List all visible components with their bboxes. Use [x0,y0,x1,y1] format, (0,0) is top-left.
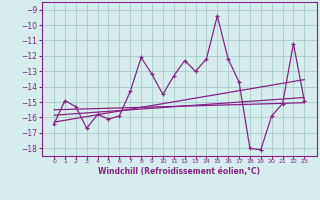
X-axis label: Windchill (Refroidissement éolien,°C): Windchill (Refroidissement éolien,°C) [98,167,260,176]
